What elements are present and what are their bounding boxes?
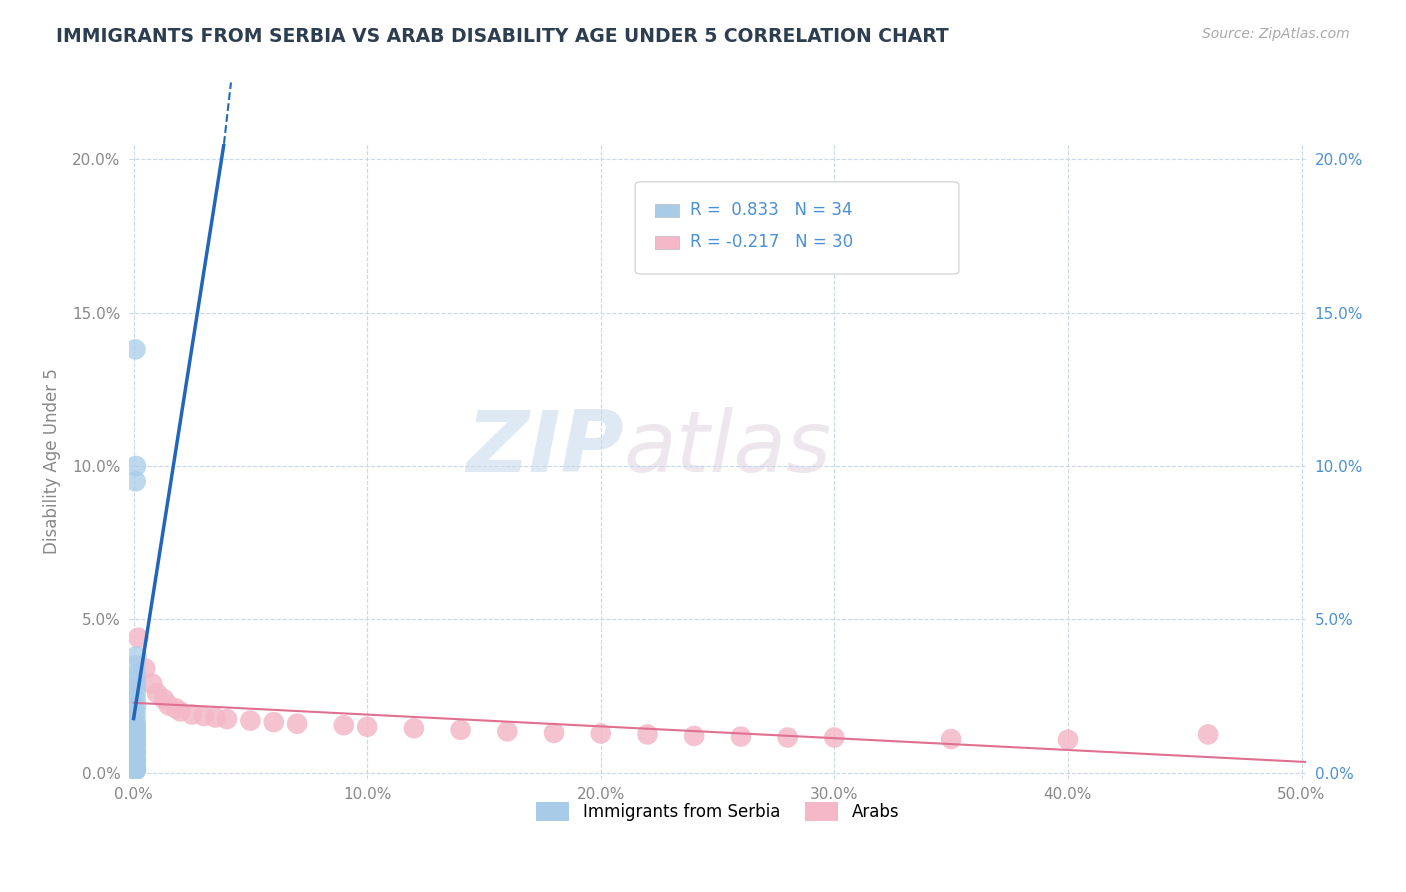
Point (124, 710, 146, 724)
Point (124, 763, 146, 777)
Point (125, 720, 148, 734)
Point (683, 729, 706, 743)
Point (124, 343, 146, 357)
Point (823, 731, 845, 745)
Point (637, 727, 659, 741)
Point (169, 705, 191, 719)
FancyBboxPatch shape (636, 182, 959, 274)
Point (125, 738, 148, 752)
Point (124, 741, 146, 756)
Point (157, 698, 180, 713)
Point (776, 731, 799, 745)
Point (125, 754, 148, 768)
Text: ZIP: ZIP (465, 407, 623, 491)
Point (124, 750, 146, 764)
Bar (655, 204, 679, 217)
Point (125, 747, 148, 762)
Point (125, 763, 148, 777)
Text: R = -0.217   N = 30: R = -0.217 N = 30 (690, 233, 853, 252)
Point (141, 677, 163, 691)
Point (239, 714, 262, 728)
Point (125, 649, 148, 664)
Point (356, 720, 378, 734)
Point (125, 458, 148, 473)
Point (124, 658, 146, 673)
Text: IMMIGRANTS FROM SERBIA VS ARAB DISABILITY AGE UNDER 5 CORRELATION CHART: IMMIGRANTS FROM SERBIA VS ARAB DISABILIT… (56, 27, 949, 45)
Text: atlas: atlas (623, 407, 831, 491)
Point (543, 726, 565, 740)
Point (125, 667, 148, 681)
Point (165, 701, 187, 715)
Point (146, 686, 169, 700)
Point (125, 763, 148, 777)
Point (125, 744, 148, 758)
Point (181, 707, 204, 722)
Point (125, 729, 148, 743)
Text: Source: ZipAtlas.com: Source: ZipAtlas.com (1202, 27, 1350, 41)
Point (215, 712, 238, 726)
Point (125, 686, 148, 700)
Point (125, 680, 148, 694)
Point (124, 673, 146, 688)
Point (285, 716, 308, 731)
Point (450, 723, 472, 737)
Point (333, 718, 356, 732)
Point (134, 661, 156, 675)
Point (1197, 727, 1219, 741)
Point (124, 732, 146, 747)
Point (496, 724, 519, 739)
Point (939, 732, 962, 747)
Point (124, 763, 146, 777)
Point (193, 709, 215, 723)
Point (153, 692, 176, 706)
Point (263, 715, 285, 730)
Point (125, 475, 148, 489)
Point (125, 705, 148, 719)
Text: R =  0.833   N = 34: R = 0.833 N = 34 (690, 202, 853, 219)
Point (124, 723, 146, 737)
Point (589, 726, 612, 740)
Point (204, 710, 226, 724)
Point (125, 759, 148, 773)
Point (124, 692, 146, 706)
Bar (655, 235, 679, 249)
Point (127, 631, 149, 645)
Point (402, 721, 425, 735)
Point (125, 698, 148, 713)
Point (125, 754, 148, 768)
Point (730, 730, 752, 744)
Point (1057, 732, 1080, 747)
Y-axis label: Disability Age Under 5: Disability Age Under 5 (44, 368, 60, 554)
Point (125, 726, 148, 740)
Legend: Immigrants from Serbia, Arabs: Immigrants from Serbia, Arabs (529, 795, 905, 828)
Point (125, 763, 148, 777)
Point (124, 756, 146, 771)
Point (125, 735, 148, 749)
Point (125, 716, 148, 731)
